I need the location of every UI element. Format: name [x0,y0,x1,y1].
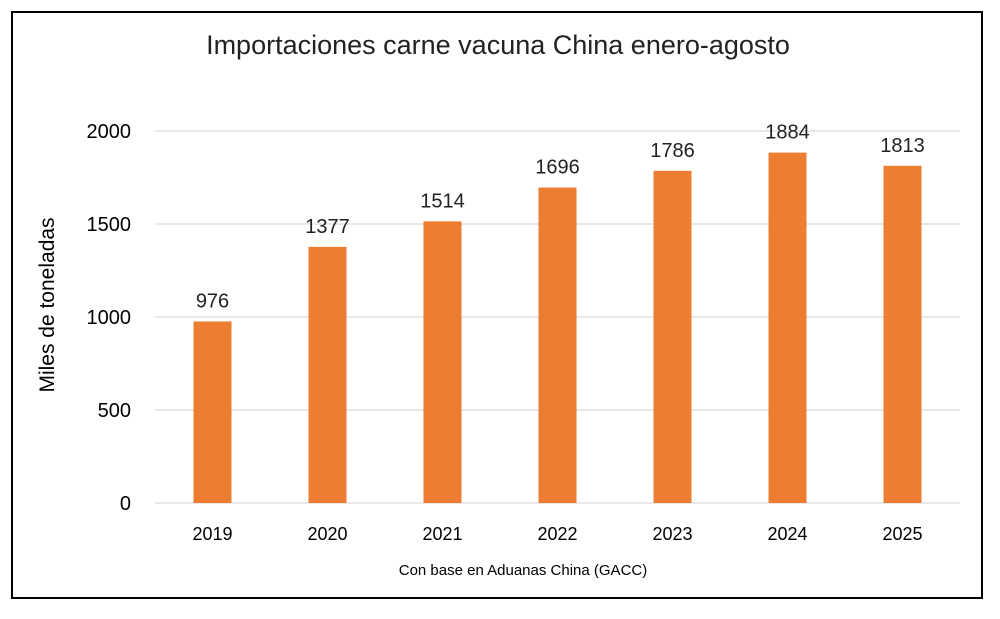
bar-2023 [653,170,692,503]
y-tick-label: 0 [120,493,131,515]
data-label-2023: 1786 [650,140,695,162]
bar-2019 [193,321,232,503]
x-tick-label-2022: 2022 [537,524,577,544]
y-tick-label: 2000 [87,121,132,143]
y-tick-label: 1500 [87,214,132,236]
bar-2020 [308,246,347,504]
data-label-2024: 1884 [765,122,810,144]
x-tick-label-2019: 2019 [192,524,232,544]
y-tick-label: 1000 [87,307,132,329]
bar-2025 [883,165,922,504]
bar-2024 [768,152,807,504]
data-label-2021: 1514 [420,190,465,212]
chart-frame [11,11,983,599]
data-label-2022: 1696 [535,157,580,179]
x-tick-label-2025: 2025 [882,524,922,544]
data-label-2019: 976 [196,290,229,312]
data-label-2020: 1377 [305,216,350,238]
bar-2022 [538,187,577,503]
bar-2021 [423,221,462,503]
x-tick-label-2024: 2024 [767,524,807,544]
source-note: Con base en Aduanas China (GACC) [398,562,648,579]
x-tick-label-2021: 2021 [422,524,462,544]
x-tick-label-2020: 2020 [307,524,347,544]
data-label-2025: 1813 [880,135,925,157]
chart-title: Importaciones carne vacuna China enero-a… [206,30,790,60]
y-tick-label: 500 [98,400,131,422]
x-tick-label-2023: 2023 [652,524,692,544]
